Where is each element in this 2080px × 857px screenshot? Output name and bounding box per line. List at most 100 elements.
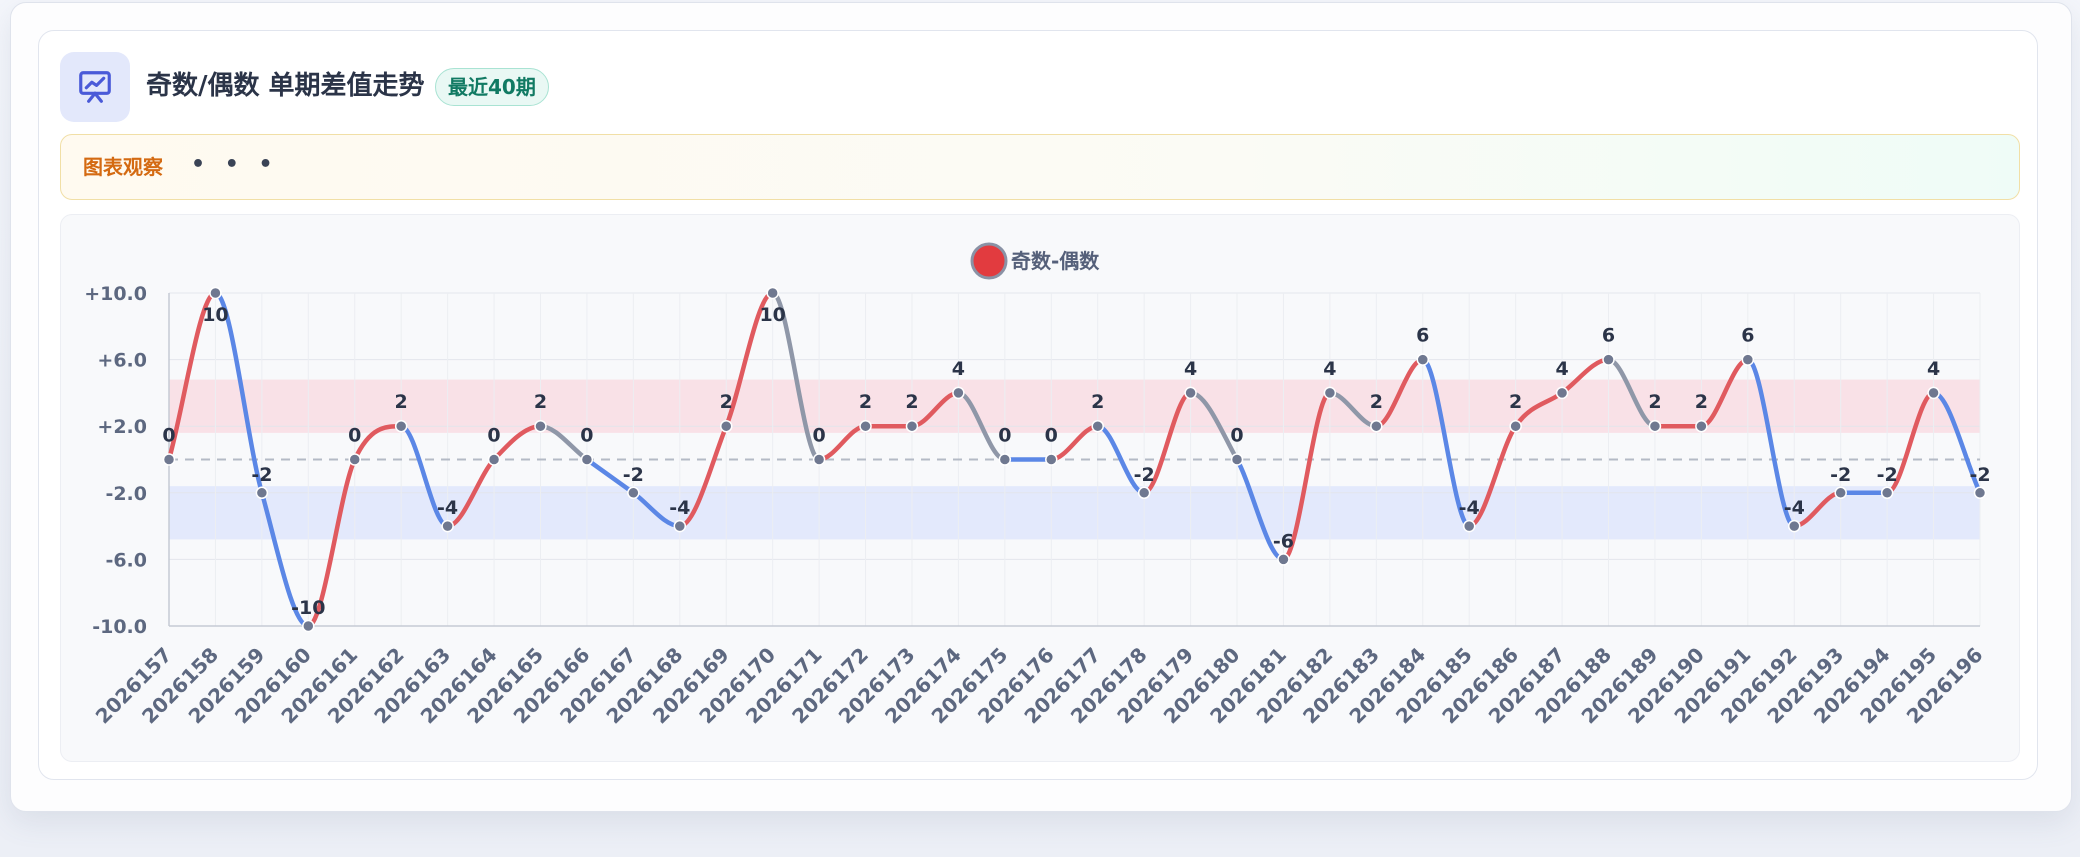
data-point (1788, 519, 1801, 533)
data-label: 2 (1695, 391, 1708, 413)
data-point (1137, 486, 1151, 500)
data-point (1184, 386, 1197, 400)
data-point (952, 386, 965, 400)
data-point (812, 453, 826, 466)
data-point (1695, 419, 1708, 433)
data-point (1927, 386, 1940, 400)
data-point (394, 419, 408, 433)
y-tick-label: +6.0 (97, 350, 147, 372)
data-label: 2 (1648, 391, 1661, 413)
data-point (1462, 519, 1476, 533)
data-label: -2 (1134, 464, 1155, 486)
data-label: 2 (1091, 391, 1104, 413)
data-label: 2 (905, 391, 918, 413)
data-point (905, 419, 919, 433)
data-point (1416, 353, 1430, 366)
data-point (348, 453, 361, 466)
data-point (534, 419, 547, 433)
series-line-segment (166, 290, 218, 462)
data-point (766, 286, 779, 300)
data-label: 6 (1416, 325, 1429, 347)
data-label: -4 (669, 497, 690, 519)
more-dots-icon[interactable]: • • • (191, 152, 279, 177)
data-label: 6 (1602, 325, 1615, 347)
data-label: 0 (1045, 425, 1058, 447)
legend-label: 奇数-偶数 (1011, 249, 1100, 273)
data-label: 4 (1927, 358, 1940, 380)
series-line-segment (723, 290, 775, 429)
data-point (1509, 419, 1522, 433)
data-label: -2 (251, 464, 272, 486)
data-point (673, 519, 687, 533)
data-point (627, 486, 640, 500)
series-line-segment (1141, 390, 1193, 496)
legend-marker (970, 242, 1008, 280)
line-chart: +10.0+6.0+2.0-2.0-6.0-10.020261572026158… (84, 242, 1991, 728)
series-line-segment (398, 423, 450, 529)
data-label: 6 (1741, 325, 1754, 347)
data-point (1230, 453, 1244, 466)
y-tick-label: -2.0 (105, 483, 147, 505)
data-label: 0 (162, 425, 175, 447)
data-label: -2 (1969, 464, 1990, 486)
data-label: 2 (1370, 391, 1383, 413)
data-label: 2 (1509, 391, 1522, 413)
data-label: -4 (437, 497, 458, 519)
data-label: -6 (1273, 530, 1294, 552)
series-line-segment (259, 490, 311, 629)
data-label: 0 (812, 425, 825, 447)
data-point (1741, 353, 1755, 366)
observation-bar[interactable]: 图表观察 • • • (60, 134, 2020, 200)
data-label: 4 (952, 358, 965, 380)
presentation-chart-icon (60, 52, 130, 122)
data-point (255, 486, 269, 500)
data-label: 2 (534, 391, 547, 413)
data-point (1648, 419, 1662, 433)
y-tick-label: -6.0 (105, 549, 147, 571)
data-point (441, 519, 454, 533)
data-label: 0 (998, 425, 1011, 447)
period-badge: 最近40期 (435, 68, 549, 106)
series-line-segment (213, 290, 265, 496)
data-label: 4 (1184, 358, 1197, 380)
data-point (719, 419, 733, 433)
data-point (487, 453, 501, 466)
data-point (1880, 486, 1894, 500)
series-line-segment (1420, 357, 1472, 529)
series-line-segment (1745, 357, 1797, 529)
data-point (1323, 386, 1337, 400)
data-label: 2 (395, 391, 408, 413)
data-label: 0 (1230, 425, 1243, 447)
series-line-segment (1884, 390, 1936, 496)
data-label: 10 (759, 304, 785, 326)
data-point (859, 419, 872, 433)
data-label: 10 (202, 304, 228, 326)
data-point (209, 286, 222, 300)
data-label: -4 (1459, 497, 1480, 519)
data-point (998, 453, 1012, 466)
series-line-segment (1281, 390, 1333, 562)
y-tick-label: -10.0 (92, 616, 147, 638)
data-point (302, 619, 315, 633)
page-title: 奇数/偶数 单期差值走势 (146, 71, 425, 101)
data-label: 2 (859, 391, 872, 413)
data-label: 0 (580, 425, 593, 447)
data-label: -2 (1877, 464, 1898, 486)
data-label: 4 (1555, 358, 1568, 380)
data-point (1602, 353, 1615, 366)
data-label: -2 (623, 464, 644, 486)
data-point (1277, 553, 1290, 566)
y-tick-label: +10.0 (84, 283, 147, 305)
chart-panel: +10.0 +6.0 +2.0 -2.0 -6.0 -10.0 2026157 2026158… (60, 214, 2020, 762)
observation-label: 图表观察 (83, 155, 163, 179)
data-label: -2 (1830, 464, 1851, 486)
data-label: 4 (1323, 358, 1336, 380)
data-point (1973, 486, 1987, 500)
data-point (1370, 419, 1383, 433)
data-point (1555, 386, 1569, 400)
series-line-segment (306, 457, 357, 629)
data-label: 0 (487, 425, 500, 447)
data-label: 0 (348, 425, 361, 447)
data-point (580, 453, 594, 466)
data-point (1834, 486, 1847, 500)
